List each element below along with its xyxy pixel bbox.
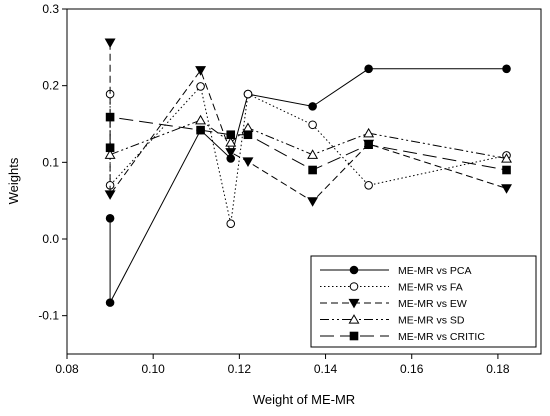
data-point xyxy=(502,64,511,74)
data-point xyxy=(104,190,116,200)
legend-marker xyxy=(348,298,360,309)
data-point xyxy=(195,114,207,125)
data-point xyxy=(104,149,116,159)
data-point xyxy=(364,64,373,74)
series-5 xyxy=(105,112,511,175)
y-tick-label: 0.1 xyxy=(42,155,59,169)
legend-label: ME-MR vs EW xyxy=(398,298,467,310)
y-tick-label: -0.1 xyxy=(38,309,59,323)
data-point xyxy=(242,122,254,133)
data-point xyxy=(363,127,375,138)
series-3 xyxy=(104,38,512,207)
legend-label: ME-MR vs FA xyxy=(398,282,463,294)
y-tick-label: 0.3 xyxy=(42,2,59,16)
data-point xyxy=(243,89,253,99)
data-point xyxy=(243,130,253,140)
series-1 xyxy=(105,64,511,307)
data-point xyxy=(104,38,116,49)
x-axis-title: Weight of ME-MR xyxy=(253,392,355,407)
x-axis: 0.08 0.10 0.12 0.14 0.16 0.18 xyxy=(55,354,510,376)
data-point xyxy=(501,153,512,163)
legend-box xyxy=(310,255,537,348)
legend-label: ME-MR vs CRITIC xyxy=(398,331,485,343)
x-tick-label: 0.08 xyxy=(55,362,79,376)
data-point xyxy=(242,157,254,167)
data-point xyxy=(502,165,511,175)
series-4 xyxy=(104,114,512,163)
series-line xyxy=(109,85,507,224)
series-layer xyxy=(104,38,512,307)
legend-label: ME-MR vs PCA xyxy=(398,265,472,277)
data-point xyxy=(308,165,317,175)
data-point xyxy=(307,197,319,207)
data-point xyxy=(225,148,237,158)
legend-marker xyxy=(349,282,359,291)
series-line xyxy=(109,116,507,171)
data-point xyxy=(105,214,115,223)
series-line xyxy=(109,42,507,203)
y-tick-label: 0.2 xyxy=(42,79,59,93)
data-point xyxy=(196,82,205,91)
x-tick-label: 0.10 xyxy=(142,362,166,376)
y-tick-label: 0.0 xyxy=(42,232,59,246)
data-point xyxy=(501,184,512,194)
plot-frame xyxy=(66,8,542,355)
x-tick-label: 0.12 xyxy=(228,362,252,376)
data-point xyxy=(225,137,237,147)
series-line xyxy=(109,68,507,303)
data-point xyxy=(308,120,317,130)
data-point xyxy=(105,143,115,153)
legend-marker xyxy=(349,265,359,275)
data-point xyxy=(226,130,236,140)
data-point xyxy=(364,181,373,190)
legend: ME-MR vs PCA ME-MR vs FA ME-MR vs EW ME-MR … xyxy=(310,255,537,348)
data-point xyxy=(226,219,236,228)
data-point xyxy=(307,149,319,159)
x-tick-label: 0.16 xyxy=(400,362,424,376)
data-point xyxy=(105,298,115,307)
data-point xyxy=(195,66,207,76)
series-2 xyxy=(105,82,511,228)
legend-label: ME-MR vs SD xyxy=(398,315,465,327)
data-point xyxy=(364,140,373,149)
data-point xyxy=(105,112,115,122)
x-tick-label: 0.14 xyxy=(314,362,338,376)
legend-marker xyxy=(349,331,359,341)
x-tick-label: 0.18 xyxy=(486,362,510,376)
y-axis-title: Weights xyxy=(6,157,21,204)
legend-marker xyxy=(348,314,360,324)
data-point xyxy=(196,125,205,135)
y-axis: -0.1 0.0 0.1 0.2 0.3 xyxy=(38,2,67,323)
data-point xyxy=(308,102,317,111)
